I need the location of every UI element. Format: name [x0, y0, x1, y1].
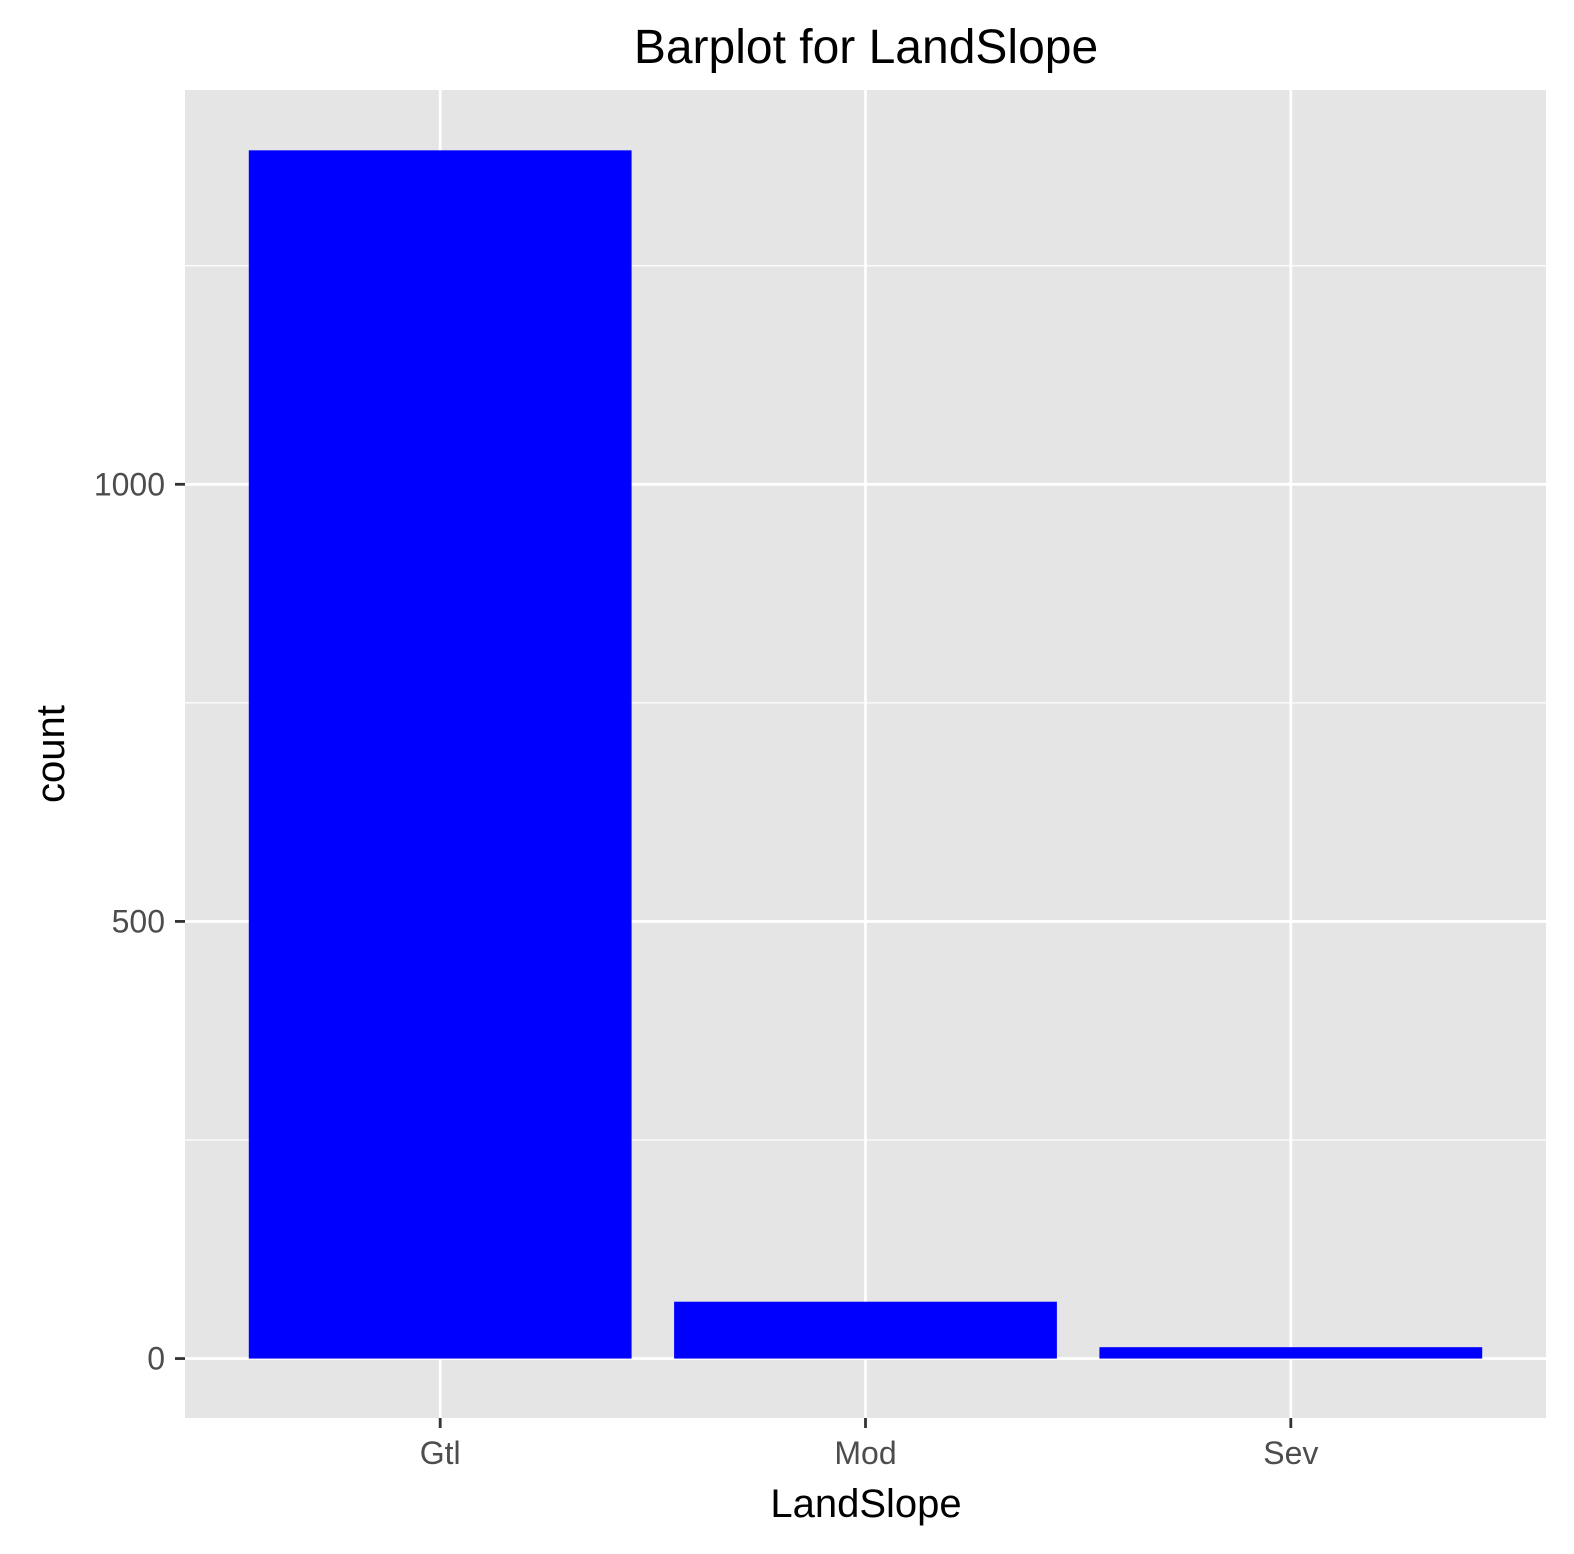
y-tick-label: 1000: [94, 466, 165, 502]
x-tick-label-mod: Mod: [834, 1435, 896, 1471]
x-axis: Gtl Mod Sev: [420, 1418, 1318, 1471]
bar-sev: [1099, 1347, 1483, 1359]
y-axis-title: count: [29, 705, 73, 803]
bar-mod: [674, 1301, 1057, 1359]
x-tick-label-gtl: Gtl: [420, 1435, 461, 1471]
chart-title: Barplot for LandSlope: [634, 21, 1098, 74]
x-axis-title: LandSlope: [770, 1482, 961, 1526]
y-axis: 0 500 1000: [94, 466, 185, 1377]
y-tick-label: 500: [112, 903, 165, 939]
bars: [248, 150, 1483, 1359]
x-tick-label-sev: Sev: [1263, 1435, 1318, 1471]
bar-gtl: [248, 150, 632, 1359]
y-tick-label: 0: [147, 1341, 165, 1377]
